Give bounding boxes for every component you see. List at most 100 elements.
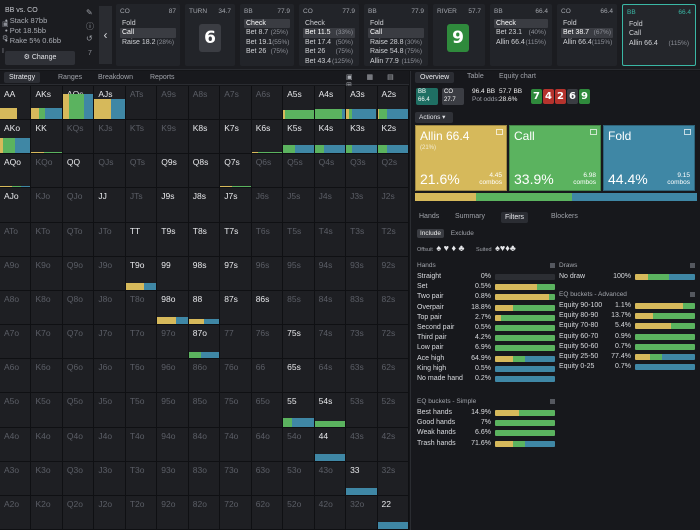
- action-option[interactable]: Raise 18.2 (28%): [120, 38, 176, 48]
- hand-cell[interactable]: A5s: [283, 86, 315, 121]
- hand-cell[interactable]: T3s: [346, 222, 378, 257]
- hand-cell[interactable]: J3s: [346, 188, 378, 223]
- hand-cell[interactable]: 73o: [220, 461, 252, 496]
- hand-cell[interactable]: 82o: [188, 495, 221, 530]
- hand-cell[interactable]: K2s: [377, 120, 409, 155]
- stat-row[interactable]: Second pair 0.5%: [417, 323, 555, 333]
- hand-cell[interactable]: 88: [188, 290, 221, 326]
- hand-cell[interactable]: Q7o: [62, 325, 95, 360]
- hand-cell[interactable]: T9s: [157, 222, 189, 257]
- stat-row[interactable]: Equity 90-100 1.1%: [559, 301, 695, 311]
- hand-cell[interactable]: KJs: [94, 120, 126, 155]
- action-option[interactable]: Call: [627, 29, 691, 39]
- hand-cell[interactable]: QJs: [94, 154, 126, 189]
- hand-cell[interactable]: 84o: [188, 427, 221, 462]
- stat-row[interactable]: Straight 0%: [417, 272, 555, 282]
- action-option[interactable]: Bet 26 (75%): [244, 47, 290, 57]
- text-icon[interactable]: I: [2, 48, 4, 55]
- street-column-6[interactable]: BB 66.4 Check Bet 23.1 (40%) Allin 66.4 (115%): [490, 4, 552, 66]
- hand-cell[interactable]: AA: [0, 86, 32, 121]
- action-option[interactable]: Allin 66.4 (115%): [627, 39, 691, 49]
- action-option[interactable]: Allin 66.4 (115%): [494, 38, 548, 48]
- hand-cell[interactable]: K4s: [314, 120, 347, 155]
- action-option[interactable]: Bet 11.5 (33%): [303, 28, 355, 38]
- action-option[interactable]: Call: [120, 28, 176, 38]
- hand-cell[interactable]: 44: [314, 427, 347, 462]
- hand-cell[interactable]: K5s: [283, 120, 315, 155]
- hand-cell[interactable]: Q5s: [283, 154, 315, 189]
- hand-cell[interactable]: J2s: [377, 188, 409, 223]
- hand-cell[interactable]: 74s: [314, 325, 347, 360]
- hand-cell[interactable]: 92s: [377, 256, 409, 291]
- include-toggle[interactable]: Include: [417, 229, 444, 238]
- hand-cell[interactable]: A5o: [0, 393, 32, 428]
- action-option[interactable]: Call: [368, 28, 424, 38]
- hand-cell[interactable]: A8o: [0, 290, 32, 326]
- hand-cell[interactable]: 77: [220, 325, 252, 360]
- pencil-icon[interactable]: ✎: [86, 8, 93, 17]
- change-button[interactable]: ⚙ Change: [5, 51, 75, 65]
- action-card-call[interactable]: Call 33.9% 6.98 combos: [509, 125, 601, 191]
- action-option[interactable]: Bet 38.7 (67%): [561, 28, 613, 38]
- hand-cell[interactable]: K9o: [31, 256, 63, 291]
- hand-cell[interactable]: K6o: [31, 359, 63, 394]
- stat-row[interactable]: Two pair 0.8%: [417, 292, 555, 302]
- hand-cell[interactable]: J3o: [94, 461, 126, 496]
- hand-cell[interactable]: 86o: [188, 359, 221, 394]
- hand-cell[interactable]: 83s: [346, 290, 378, 326]
- hand-cell[interactable]: A4o: [0, 427, 32, 462]
- stat-row[interactable]: Set 0.5%: [417, 282, 555, 292]
- hand-cell[interactable]: T7s: [220, 222, 252, 257]
- hand-cell[interactable]: J4o: [94, 427, 126, 462]
- hand-cell[interactable]: 72s: [377, 325, 409, 360]
- hand-cell[interactable]: J6o: [94, 359, 126, 394]
- hand-cell[interactable]: J9s: [157, 188, 189, 223]
- hand-cell[interactable]: Q6s: [251, 154, 284, 189]
- hand-cell[interactable]: 32o: [346, 495, 378, 530]
- hand-cell[interactable]: 94s: [314, 256, 347, 291]
- hand-cell[interactable]: 76s: [251, 325, 284, 360]
- hand-cell[interactable]: 53s: [346, 393, 378, 428]
- hand-cell[interactable]: 42o: [314, 495, 347, 530]
- hand-cell[interactable]: 96s: [251, 256, 284, 291]
- hand-cell[interactable]: Q2s: [377, 154, 409, 189]
- section-toggle-icon[interactable]: [550, 399, 555, 404]
- hand-cell[interactable]: Q3s: [346, 154, 378, 189]
- action-option[interactable]: Raise 54.8 (75%): [368, 47, 424, 57]
- street-column-3[interactable]: CO 77.9 Check Bet 11.5 (33%) Bet 17.4 (50%) Bet…: [299, 4, 359, 66]
- hand-cell[interactable]: J2o: [94, 495, 126, 530]
- hand-cell[interactable]: A2o: [0, 495, 32, 530]
- hand-cell[interactable]: T5s: [283, 222, 315, 257]
- hand-cell[interactable]: J7o: [94, 325, 126, 360]
- stat-row[interactable]: Equity 60-70 0.9%: [559, 332, 695, 342]
- hand-cell[interactable]: QQ: [62, 154, 95, 189]
- hand-cell[interactable]: J9o: [94, 256, 126, 291]
- hand-cell[interactable]: 43s: [346, 427, 378, 462]
- hand-cell[interactable]: Q2o: [62, 495, 95, 530]
- hand-cell[interactable]: 22: [377, 495, 409, 530]
- hand-cell[interactable]: 64s: [314, 359, 347, 394]
- hand-cell[interactable]: JTo: [94, 222, 126, 257]
- tab-breakdown[interactable]: Breakdown: [98, 74, 134, 81]
- action-option[interactable]: Allin 77.9 (115%): [368, 57, 424, 67]
- tab-overview[interactable]: Overview: [415, 72, 455, 83]
- hand-cell[interactable]: TT: [125, 222, 158, 257]
- hand-cell[interactable]: 92o: [157, 495, 189, 530]
- hand-cell[interactable]: 95s: [283, 256, 315, 291]
- offsuit-suits[interactable]: ♠ ♥ ♦ ♣: [436, 243, 465, 253]
- street-column-7[interactable]: CO 66.4 Fold Bet 38.7 (67%) Allin 66.4 (115%): [557, 4, 617, 66]
- stat-row[interactable]: Top pair 2.7%: [417, 313, 555, 323]
- hand-cell[interactable]: K3s: [346, 120, 378, 155]
- hand-cell[interactable]: Q3o: [62, 461, 95, 496]
- hand-cell[interactable]: J8o: [94, 290, 126, 326]
- hand-cell[interactable]: A7o: [0, 325, 32, 360]
- action-option[interactable]: Bet 8.7 (25%): [244, 28, 290, 38]
- hand-cell[interactable]: 76o: [220, 359, 252, 394]
- street-column-5[interactable]: RIVER 57.7 9: [433, 4, 485, 66]
- hand-cell[interactable]: T3o: [125, 461, 158, 496]
- hand-cell[interactable]: Q4o: [62, 427, 95, 462]
- hand-cell[interactable]: 54s: [314, 393, 347, 428]
- view-mode-icons[interactable]: ▣ ▦ ▤ ⊞: [346, 74, 400, 89]
- hand-cell[interactable]: Q9s: [157, 154, 189, 189]
- hand-cell[interactable]: A9s: [157, 86, 189, 121]
